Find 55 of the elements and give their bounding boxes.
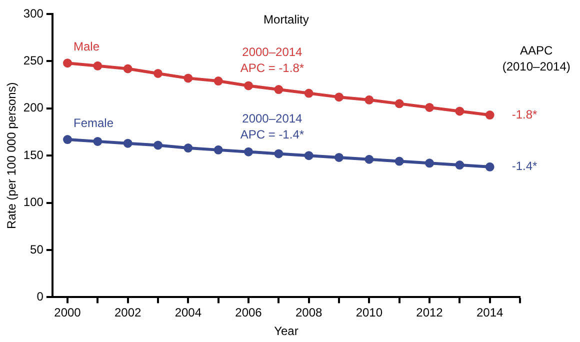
- chart-title: Mortality: [264, 12, 309, 26]
- point: [214, 76, 223, 86]
- point: [214, 145, 223, 154]
- x-tick-label: 2000: [54, 306, 82, 320]
- annotation: 2000–2014 APC = -1.4*: [240, 112, 304, 142]
- point: [274, 149, 284, 158]
- y-tick-label: 50: [30, 242, 44, 256]
- point: [93, 61, 102, 70]
- point: [184, 144, 193, 153]
- point: [63, 135, 72, 144]
- point: [244, 147, 254, 156]
- point: [93, 136, 102, 146]
- point: [274, 85, 284, 94]
- series-label: Female: [74, 116, 114, 130]
- y-axis-title: Rate (per 100 000 persons): [4, 82, 19, 229]
- x-tick-label: 2012: [416, 306, 444, 320]
- point: [154, 140, 163, 150]
- annotation: -1.8*: [512, 107, 538, 122]
- point: [455, 160, 464, 170]
- point: [394, 156, 404, 166]
- point: [184, 74, 193, 83]
- x-tick-label: 2014: [476, 306, 504, 320]
- annotation: -1.4*: [512, 159, 538, 174]
- annotation: 2000–2014 APC = -1.8*: [240, 45, 304, 76]
- x-tick-label: 2004: [174, 306, 202, 320]
- y-tick-label: 100: [23, 195, 44, 210]
- y-tick-label: 300: [23, 6, 44, 20]
- point: [304, 88, 314, 98]
- point: [485, 162, 494, 172]
- point: [123, 64, 132, 74]
- point: [485, 110, 494, 120]
- point: [364, 95, 374, 104]
- point: [123, 138, 132, 148]
- y-tick-label: 0: [36, 290, 44, 304]
- point: [425, 158, 434, 168]
- series-label: Male: [74, 39, 100, 54]
- x-tick-label: 2002: [114, 306, 142, 320]
- y-tick-label: 200: [23, 100, 44, 115]
- point: [455, 106, 464, 116]
- x-tick-label: 2008: [295, 306, 323, 320]
- x-tick-label: 2010: [356, 306, 383, 320]
- x-axis-title: Year: [274, 324, 298, 338]
- point: [425, 102, 434, 112]
- y-tick-label: 250: [23, 54, 44, 68]
- x-tick-label: 2006: [235, 306, 262, 320]
- point: [334, 92, 344, 102]
- point: [394, 99, 404, 108]
- point: [63, 58, 72, 68]
- y-tick-label: 150: [23, 148, 44, 162]
- point: [364, 154, 374, 164]
- point: [304, 151, 314, 160]
- point: [334, 152, 344, 162]
- annotation: AAPC (2010–2014): [502, 44, 570, 74]
- point: [244, 81, 254, 90]
- point: [154, 68, 163, 78]
